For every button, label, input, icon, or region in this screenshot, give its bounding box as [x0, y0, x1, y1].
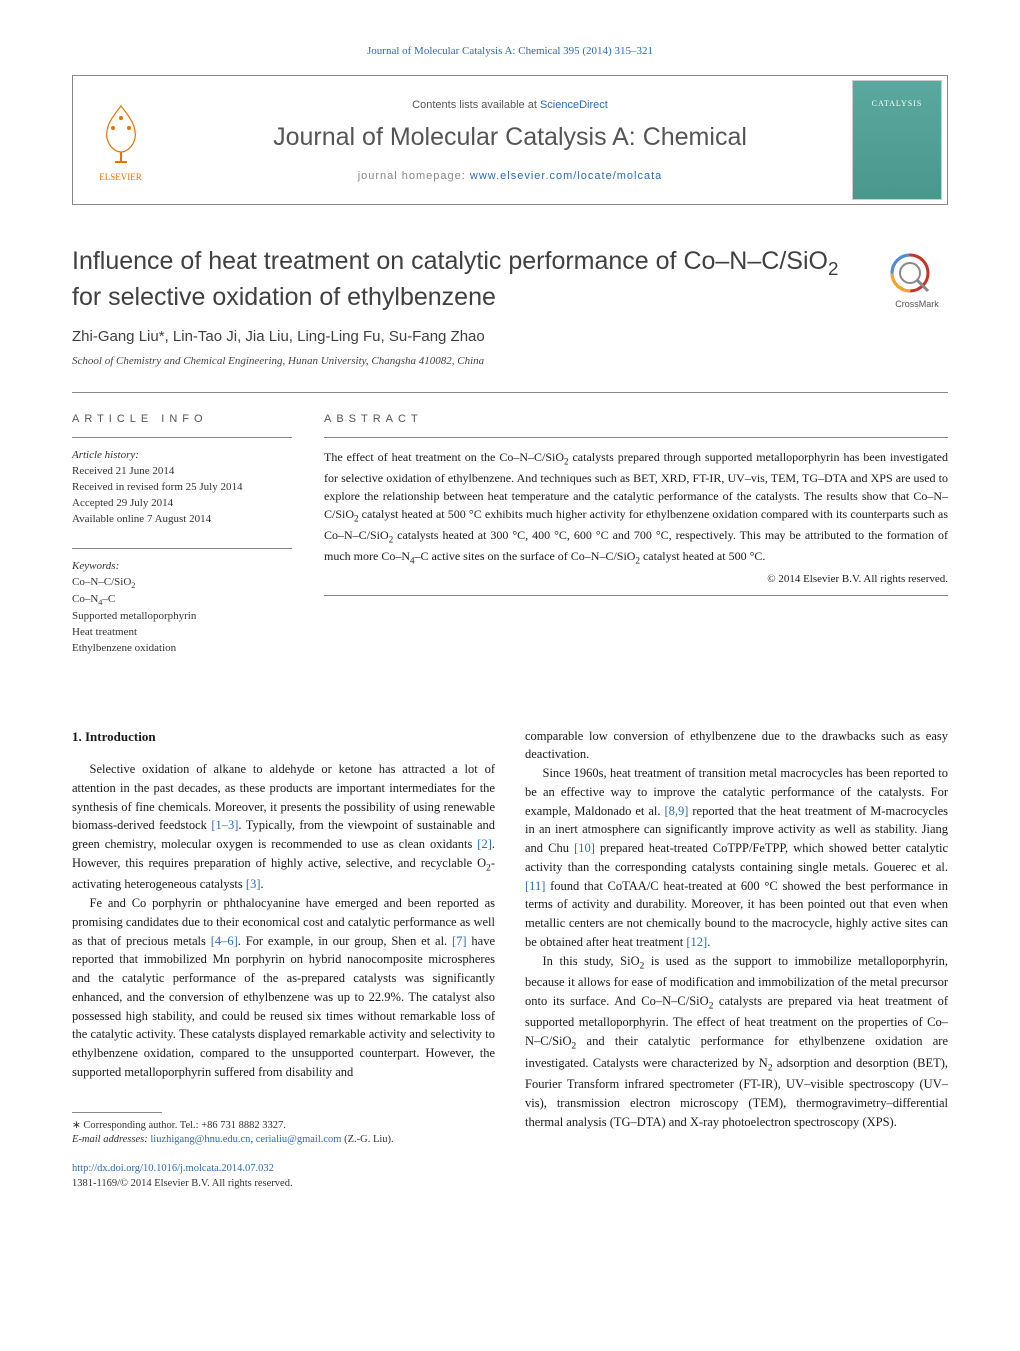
divider — [72, 548, 292, 549]
article-info-column: article info Article history: Received 2… — [72, 413, 292, 677]
keywords-label: Keywords: — [72, 560, 119, 572]
elsevier-tree-icon — [93, 98, 149, 168]
keywords-list: Co–N–C/SiO2Co–N4–CSupported metalloporph… — [72, 576, 196, 654]
journal-cover: CATALYSIS — [852, 80, 942, 200]
journal-header-box: ELSEVIER Contents lists available at Sci… — [72, 75, 948, 205]
cover-label: CATALYSIS — [872, 99, 923, 108]
contents-line: Contents lists available at ScienceDirec… — [168, 99, 852, 111]
body-paragraph: Selective oxidation of alkane to aldehyd… — [72, 760, 495, 894]
doi-block: http://dx.doi.org/10.1016/j.molcata.2014… — [72, 1162, 495, 1191]
abstract-text: The effect of heat treatment on the Co–N… — [324, 448, 948, 568]
abstract-column: abstract The effect of heat treatment on… — [324, 413, 948, 677]
email-suffix: (Z.-G. Liu). — [341, 1134, 393, 1145]
divider — [72, 437, 292, 438]
homepage-line: journal homepage: www.elsevier.com/locat… — [168, 170, 852, 182]
info-abstract-row: article info Article history: Received 2… — [72, 392, 948, 677]
abstract-heading: abstract — [324, 413, 948, 425]
authors: Zhi-Gang Liu*, Lin-Tao Ji, Jia Liu, Ling… — [72, 328, 948, 345]
crossmark-badge[interactable]: CrossMark — [886, 249, 948, 311]
revised-date: Received in revised form 25 July 2014 — [72, 481, 242, 493]
body-columns: 1. Introduction Selective oxidation of a… — [72, 727, 948, 1192]
crossmark-icon: CrossMark — [886, 249, 948, 311]
elsevier-logo: ELSEVIER — [73, 76, 168, 204]
divider — [324, 437, 948, 438]
footnote-divider — [72, 1112, 162, 1113]
received-date: Received 21 June 2014 — [72, 465, 174, 477]
crossmark-label: CrossMark — [895, 299, 939, 309]
body-paragraph: Since 1960s, heat treatment of transitio… — [525, 764, 948, 952]
email-line: E-mail addresses: liuzhigang@hnu.edu.cn,… — [72, 1133, 495, 1148]
body-column-right: comparable low conversion of ethylbenzen… — [525, 727, 948, 1192]
elsevier-label: ELSEVIER — [99, 172, 142, 182]
keywords-block: Keywords: Co–N–C/SiO2Co–N4–CSupported me… — [72, 559, 292, 657]
accepted-date: Accepted 29 July 2014 — [72, 497, 173, 509]
page-root: Journal of Molecular Catalysis A: Chemic… — [0, 0, 1020, 1241]
corr-author-line: ∗ Corresponding author. Tel.: +86 731 88… — [72, 1119, 495, 1134]
title-row: Influence of heat treatment on catalytic… — [72, 245, 948, 314]
article-history: Article history: Received 21 June 2014 R… — [72, 448, 292, 528]
journal-name: Journal of Molecular Catalysis A: Chemic… — [168, 123, 852, 152]
contents-prefix: Contents lists available at — [412, 99, 540, 111]
doi-link[interactable]: http://dx.doi.org/10.1016/j.molcata.2014… — [72, 1163, 274, 1174]
corresponding-footnote: ∗ Corresponding author. Tel.: +86 731 88… — [72, 1119, 495, 1148]
homepage-label: journal homepage: — [358, 170, 470, 182]
email-link-1[interactable]: liuzhigang@hnu.edu.cn — [150, 1134, 250, 1145]
email-link-2[interactable]: cerialiu@gmail.com — [256, 1134, 342, 1145]
header-center: Contents lists available at ScienceDirec… — [168, 99, 852, 182]
body-paragraph: Fe and Co porphyrin or phthalocyanine ha… — [72, 894, 495, 1082]
top-citation: Journal of Molecular Catalysis A: Chemic… — [72, 45, 948, 57]
affiliation: School of Chemistry and Chemical Enginee… — [72, 355, 948, 367]
sciencedirect-link[interactable]: ScienceDirect — [540, 99, 608, 111]
online-date: Available online 7 August 2014 — [72, 513, 211, 525]
body-column-left: 1. Introduction Selective oxidation of a… — [72, 727, 495, 1192]
history-label: Article history: — [72, 449, 139, 461]
issn-copyright: 1381-1169/© 2014 Elsevier B.V. All right… — [72, 1178, 293, 1189]
article-info-heading: article info — [72, 413, 292, 425]
section-1-heading: 1. Introduction — [72, 727, 495, 747]
email-label: E-mail addresses: — [72, 1134, 150, 1145]
divider — [324, 595, 948, 596]
homepage-link[interactable]: www.elsevier.com/locate/molcata — [470, 170, 662, 182]
article-title: Influence of heat treatment on catalytic… — [72, 245, 872, 314]
body-paragraph: In this study, SiO2 is used as the suppo… — [525, 952, 948, 1132]
top-citation-link[interactable]: Journal of Molecular Catalysis A: Chemic… — [367, 45, 653, 57]
body-paragraph: comparable low conversion of ethylbenzen… — [525, 727, 948, 765]
abstract-copyright: © 2014 Elsevier B.V. All rights reserved… — [324, 573, 948, 585]
